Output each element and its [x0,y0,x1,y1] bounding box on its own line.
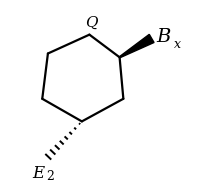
Text: 2: 2 [46,170,54,183]
Text: B: B [156,28,171,46]
Text: Q: Q [85,15,98,29]
Polygon shape [119,34,154,58]
Text: E: E [32,165,44,182]
Text: x: x [174,38,181,51]
